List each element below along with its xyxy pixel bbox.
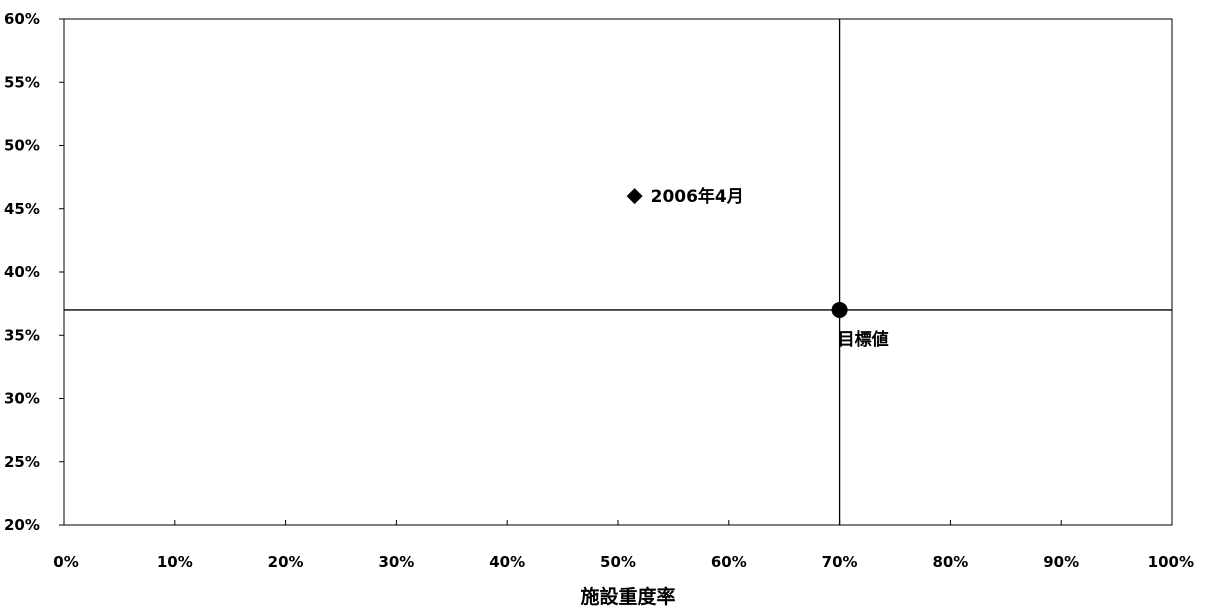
x-tick-label: 10% [157, 553, 193, 571]
x-tick-label: 80% [932, 553, 968, 571]
y-tick-label: 50% [4, 137, 40, 155]
y-axis: 20% 25% 30% 35% 40% 45% 50% 55% 60% [4, 10, 64, 534]
x-tick-label: 60% [711, 553, 747, 571]
y-tick-label: 20% [4, 516, 40, 534]
x-tick-label: 50% [600, 553, 636, 571]
x-tick-label: 100% [1148, 553, 1194, 571]
x-tick-label: 70% [822, 553, 858, 571]
x-tick-label: 40% [489, 553, 525, 571]
x-axis: 0% 10% 20% 30% 40% 50% 60% 70% 80% 90% 100% [53, 520, 1194, 571]
x-tick-label: 0% [53, 553, 78, 571]
data-point-circle [831, 301, 848, 318]
y-tick-label: 30% [4, 390, 40, 408]
y-tick-label: 35% [4, 326, 40, 344]
y-tick-label: 55% [4, 73, 40, 91]
series-label: 2006年4月 [651, 186, 744, 207]
reference-lines [64, 19, 1172, 525]
plot-area [63, 18, 1173, 526]
x-tick-label: 30% [378, 553, 414, 571]
plot-frame [63, 18, 1173, 526]
y-tick-label: 60% [4, 10, 40, 28]
y-tick-label: 25% [4, 453, 40, 471]
x-axis-title: 施設重度率 [580, 585, 675, 608]
series-label: 目標値 [838, 329, 889, 350]
x-tick-label: 20% [268, 553, 304, 571]
data-point-diamond [626, 188, 643, 205]
x-tick-label: 90% [1043, 553, 1079, 571]
y-tick-label: 45% [4, 200, 40, 218]
y-tick-label: 40% [4, 263, 40, 281]
